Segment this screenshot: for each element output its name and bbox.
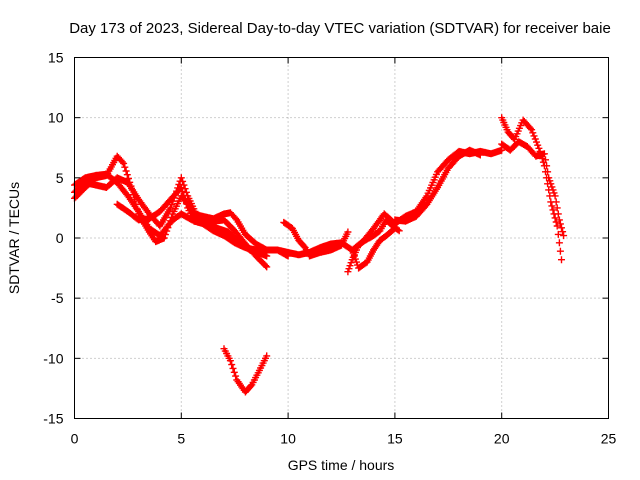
- y-tick-label: -10: [43, 350, 63, 366]
- x-tick-label: 25: [601, 431, 617, 447]
- y-tick-label: -15: [43, 411, 63, 427]
- point-markers: [220, 345, 271, 396]
- series-track-l: [498, 138, 568, 240]
- x-tick-label: 20: [494, 431, 510, 447]
- y-axis-label: SDTVAR / TECUs: [6, 182, 22, 294]
- x-tick-label: 10: [280, 431, 296, 447]
- axes: 0 5 10 15 20 25 -15 -10 -5 0 5 10 15: [43, 50, 616, 447]
- series-track-j: [391, 146, 484, 225]
- y-tick-label: 5: [56, 170, 64, 186]
- point-markers: [391, 146, 484, 225]
- point-markers: [498, 138, 568, 240]
- y-tick-label: -5: [51, 290, 64, 306]
- series-track-e: [220, 345, 271, 396]
- x-axis-label: GPS time / hours: [288, 457, 395, 473]
- point-markers: [273, 224, 399, 272]
- series-track-k: [498, 114, 565, 264]
- point-markers: [498, 114, 565, 264]
- chart-title: Day 173 of 2023, Sidereal Day-to-day VTE…: [69, 20, 611, 37]
- x-tick-label: 15: [387, 431, 403, 447]
- y-tick-label: 15: [48, 50, 64, 66]
- x-tick-label: 0: [71, 431, 79, 447]
- x-tick-label: 5: [177, 431, 185, 447]
- y-tick-label: 10: [48, 110, 64, 126]
- data-points: [71, 114, 568, 396]
- series-track-d: [113, 184, 271, 256]
- point-markers: [113, 184, 271, 256]
- plot-frame: [74, 57, 609, 419]
- y-tick-label: 0: [56, 230, 64, 246]
- series-track-g: [273, 224, 399, 272]
